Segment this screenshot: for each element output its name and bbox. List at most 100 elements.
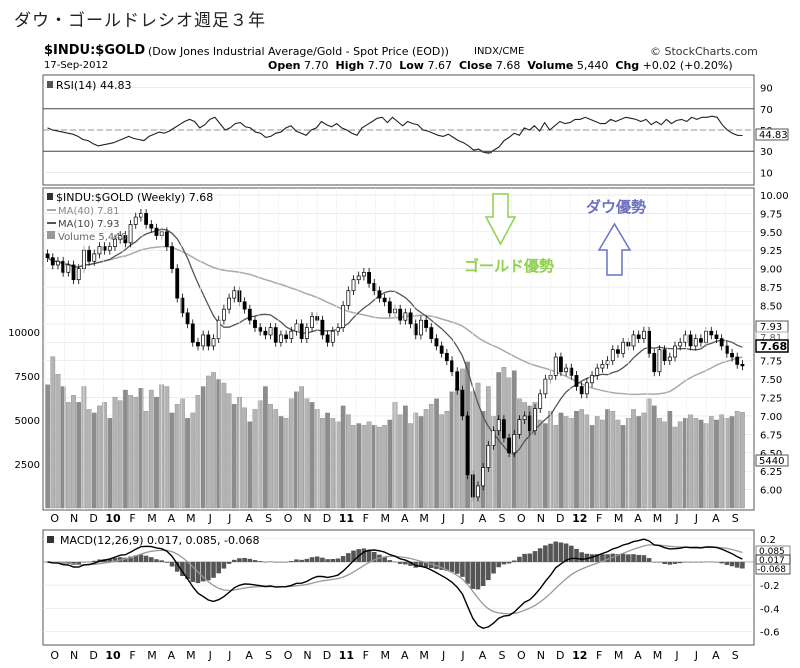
candle-body xyxy=(221,308,226,321)
macd-histogram-bar xyxy=(657,561,662,563)
volume-bar xyxy=(226,393,232,509)
macd-histogram-bar xyxy=(86,561,92,563)
volume-bar xyxy=(734,411,740,509)
price-tick-label: 6.50 xyxy=(760,449,782,460)
candle-body xyxy=(279,334,283,343)
macd-histogram-bar xyxy=(496,561,501,568)
macd-histogram-bar xyxy=(283,561,289,563)
x-tick-label: A xyxy=(634,649,642,662)
macd-histogram-bar xyxy=(719,561,724,564)
macd-histogram-bar xyxy=(465,561,470,584)
volume-bar xyxy=(631,409,636,509)
candle-body xyxy=(45,253,50,258)
macd-histogram-bar xyxy=(600,554,605,562)
candle-body xyxy=(657,349,662,373)
chart-date: 17-Sep-2012 xyxy=(44,60,109,71)
volume-bar xyxy=(672,426,678,509)
candle-body xyxy=(533,408,537,432)
svg-text:0.017: 0.017 xyxy=(759,556,785,566)
volume-bar xyxy=(174,403,180,509)
volume-bar xyxy=(309,402,315,509)
volume-bar xyxy=(532,402,538,509)
volume-bar xyxy=(242,407,247,509)
price-tick-label: 9.50 xyxy=(760,228,782,239)
candle-body xyxy=(170,246,174,269)
volume-bar xyxy=(50,356,56,509)
price-tick-label: 10.00 xyxy=(760,191,789,202)
rsi-tick-label: 90 xyxy=(760,84,773,95)
macd-histogram-bar xyxy=(200,561,206,582)
price-tick-label: 7.50 xyxy=(760,375,782,386)
macd-histogram-bar xyxy=(563,543,569,562)
macd-histogram-bar xyxy=(626,554,631,562)
volume-bar xyxy=(708,416,714,509)
candle-body xyxy=(66,264,71,273)
macd-histogram-bar xyxy=(392,561,398,563)
x-tick-label: F xyxy=(596,512,602,525)
x-tick-label: J xyxy=(674,649,678,662)
x-tick-label: O xyxy=(517,649,526,662)
macd-histogram-bar xyxy=(517,556,522,562)
candle-body xyxy=(185,312,190,325)
volume-bar xyxy=(60,386,66,509)
macd-histogram-bar xyxy=(112,557,118,562)
macd-histogram-bar xyxy=(330,558,336,562)
volume-bar xyxy=(91,412,97,509)
macd-histogram-bar xyxy=(532,551,538,562)
candle-body xyxy=(444,352,449,362)
x-tick-label: N xyxy=(70,649,78,662)
x-tick-label: A xyxy=(245,512,253,525)
x-tick-label: F xyxy=(129,649,135,662)
source-credit[interactable]: © StockCharts.com xyxy=(650,45,758,58)
volume-bar xyxy=(553,425,559,509)
macd-histogram-bar xyxy=(247,558,253,562)
macd-histogram-bar xyxy=(257,561,263,562)
candle-body xyxy=(128,224,133,244)
macd-histogram-bar xyxy=(527,553,533,562)
gold-dominant-arrow xyxy=(484,193,517,246)
volume-bar xyxy=(579,409,585,509)
svg-text:44.83: 44.83 xyxy=(759,130,788,141)
candle-body xyxy=(673,345,677,358)
x-tick-label: J xyxy=(694,512,698,525)
high-value: 7.70 xyxy=(367,59,393,72)
volume-bar xyxy=(345,414,351,509)
macd-histogram-bar xyxy=(605,554,610,562)
macd-histogram-bar xyxy=(651,561,657,563)
x-tick-label: J xyxy=(227,649,231,662)
macd-histogram-bar xyxy=(221,561,227,569)
candle-body xyxy=(211,338,216,347)
volume-bar xyxy=(86,409,92,509)
macd-histogram-bar xyxy=(553,541,559,562)
x-tick-label: 11 xyxy=(339,649,354,662)
x-tick-label: S xyxy=(265,512,272,525)
x-tick-label: N xyxy=(303,649,311,662)
price-tick-label: 9.75 xyxy=(760,209,782,220)
price-tick-label: 8.50 xyxy=(760,301,782,312)
chg-label: Chg xyxy=(615,59,640,72)
macd-histogram-bar xyxy=(423,561,429,568)
macd-histogram-bar xyxy=(714,561,719,563)
candle-body xyxy=(631,334,636,347)
x-tick-label: A xyxy=(401,649,409,662)
macd-label-swatch xyxy=(47,536,54,543)
gold-dominant-label: ゴールド優勢 xyxy=(464,257,554,275)
volume-bar xyxy=(216,379,222,509)
symbol-label: $INDU:$GOLD xyxy=(44,43,146,58)
volume-bar xyxy=(123,389,128,509)
macd-histogram-bar xyxy=(278,561,284,563)
candle-body xyxy=(87,249,91,262)
candle-body xyxy=(284,334,289,339)
volume-bar xyxy=(620,425,626,509)
volume-bar xyxy=(361,425,367,509)
volume-bar xyxy=(584,414,590,509)
candle-body xyxy=(273,327,278,343)
price-tick-label: 9.25 xyxy=(760,246,782,257)
candle-body xyxy=(304,327,309,339)
price-tick-label: 6.75 xyxy=(760,430,782,441)
volume-bar xyxy=(330,418,336,509)
volume-legend: Volume 5,440 xyxy=(58,232,127,243)
price-tick-label: 6.25 xyxy=(760,467,782,478)
x-tick-label: N xyxy=(537,649,545,662)
macd-histogram-bar xyxy=(211,561,216,578)
